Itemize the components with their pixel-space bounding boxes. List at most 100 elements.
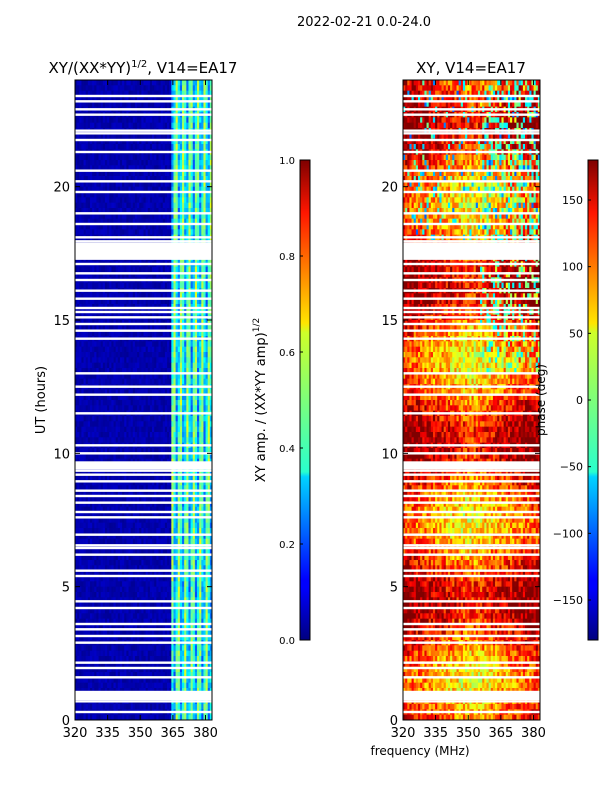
left-heat-cell (167, 416, 170, 422)
left-heat-cell (79, 154, 82, 161)
left-heat-cell (154, 368, 157, 374)
left-heat-cell (130, 213, 134, 220)
left-heat-cell (143, 421, 147, 428)
left-heat-cell (167, 352, 170, 358)
left-heat-cell (143, 181, 147, 188)
left-heat-cell (111, 197, 114, 204)
left-heat-cell (192, 96, 196, 102)
left-heat-cell (154, 90, 157, 97)
left-heat-cell (199, 154, 202, 161)
left-heat-cell (182, 101, 185, 108)
left-heat-cell (203, 480, 206, 486)
left-heat-cell (145, 122, 149, 129)
left-heat-cell (109, 453, 112, 460)
left-heat-cell (85, 432, 89, 438)
left-heat-cell (115, 293, 119, 300)
left-heat-cell (145, 490, 149, 497)
left-heat-cell (115, 453, 119, 460)
left-heat-cell (209, 213, 212, 220)
left-heat-cell (149, 154, 153, 161)
left-heat-cell (115, 416, 119, 422)
left-heat-cell (102, 186, 106, 193)
left-heat-cell (182, 144, 185, 150)
left-heat-cell (122, 373, 125, 380)
left-heat-cell (169, 469, 172, 476)
left-heat-cell (109, 405, 112, 412)
left-heat-cell (89, 368, 93, 374)
left-heat-cell (126, 192, 129, 198)
left-heat-cell (104, 490, 108, 497)
left-heat-cell (124, 448, 127, 454)
left-heat-cell (100, 85, 104, 92)
left-heat-cell (130, 138, 134, 145)
left-heat-cell (199, 170, 202, 177)
left-heat-cell (130, 474, 134, 481)
left-heat-cell (147, 368, 151, 374)
left-heat-cell (203, 165, 206, 172)
left-heat-cell (79, 341, 82, 348)
left-heat-cell (141, 416, 144, 422)
left-heat-cell (75, 192, 78, 198)
left-heat-cell (205, 186, 209, 193)
left-heat-cell (175, 170, 179, 177)
left-heat-cell (102, 426, 106, 433)
left-heat-cell (175, 357, 179, 364)
left-heat-cell (182, 426, 185, 433)
left-heat-cell (107, 197, 110, 204)
left-heat-cell (79, 378, 82, 385)
left-heat-cell (182, 357, 185, 364)
left-heat-cell (96, 325, 99, 332)
left-heat-cell (177, 432, 181, 438)
left-heat-cell (171, 421, 174, 428)
left-heat-cell (197, 96, 200, 102)
left-heat-cell (85, 400, 89, 406)
left-heat-cell (83, 213, 87, 220)
left-heat-cell (199, 229, 202, 236)
left-heat-cell (111, 213, 114, 220)
left-heat-cell (205, 330, 209, 337)
left-heat-cell (79, 202, 82, 209)
left-heat-cell (137, 437, 140, 444)
left-heat-cell (164, 298, 168, 305)
left-heat-cell (115, 405, 119, 412)
left-heat-cell (188, 117, 191, 124)
left-heat-cell (124, 357, 127, 364)
left-heat-cell (113, 362, 117, 369)
left-heat-cell (190, 160, 194, 166)
left-heat-cell (177, 202, 181, 209)
left-heat-cell (171, 400, 174, 406)
left-heat-cell (92, 405, 95, 412)
left-heat-cell (98, 469, 102, 476)
left-heat-cell (83, 101, 87, 108)
left-heat-cell (130, 272, 134, 278)
left-heat-cell (134, 176, 138, 182)
left-heat-cell (186, 480, 189, 486)
left-heat-cell (130, 373, 134, 380)
left-heat-cell (167, 272, 170, 278)
left-heat-cell (154, 144, 157, 150)
left-heat-cell (79, 282, 82, 289)
left-heat-cell (201, 490, 204, 497)
left-heat-cell (156, 421, 159, 428)
left-heat-cell (186, 330, 189, 337)
left-heat-cell (209, 330, 212, 337)
left-heat-cell (201, 224, 204, 230)
left-heat-cell (130, 170, 134, 177)
left-heat-cell (182, 218, 185, 225)
left-heat-cell (145, 485, 149, 492)
left-heat-cell (137, 160, 140, 166)
left-heat-cell (77, 117, 80, 124)
left-heat-cell (111, 101, 114, 108)
left-heat-cell (164, 80, 168, 86)
left-heat-cell (128, 90, 132, 97)
left-heat-cell (143, 208, 147, 214)
left-heat-cell (130, 325, 134, 332)
left-heat-cell (134, 224, 138, 230)
left-heat-cell (156, 346, 159, 353)
left-heat-cell (175, 96, 179, 102)
left-heat-cell (98, 373, 102, 380)
left-heat-cell (132, 85, 136, 92)
left-heat-cell (162, 218, 166, 225)
left-heat-cell (143, 138, 147, 145)
left-heat-cell (188, 218, 191, 225)
